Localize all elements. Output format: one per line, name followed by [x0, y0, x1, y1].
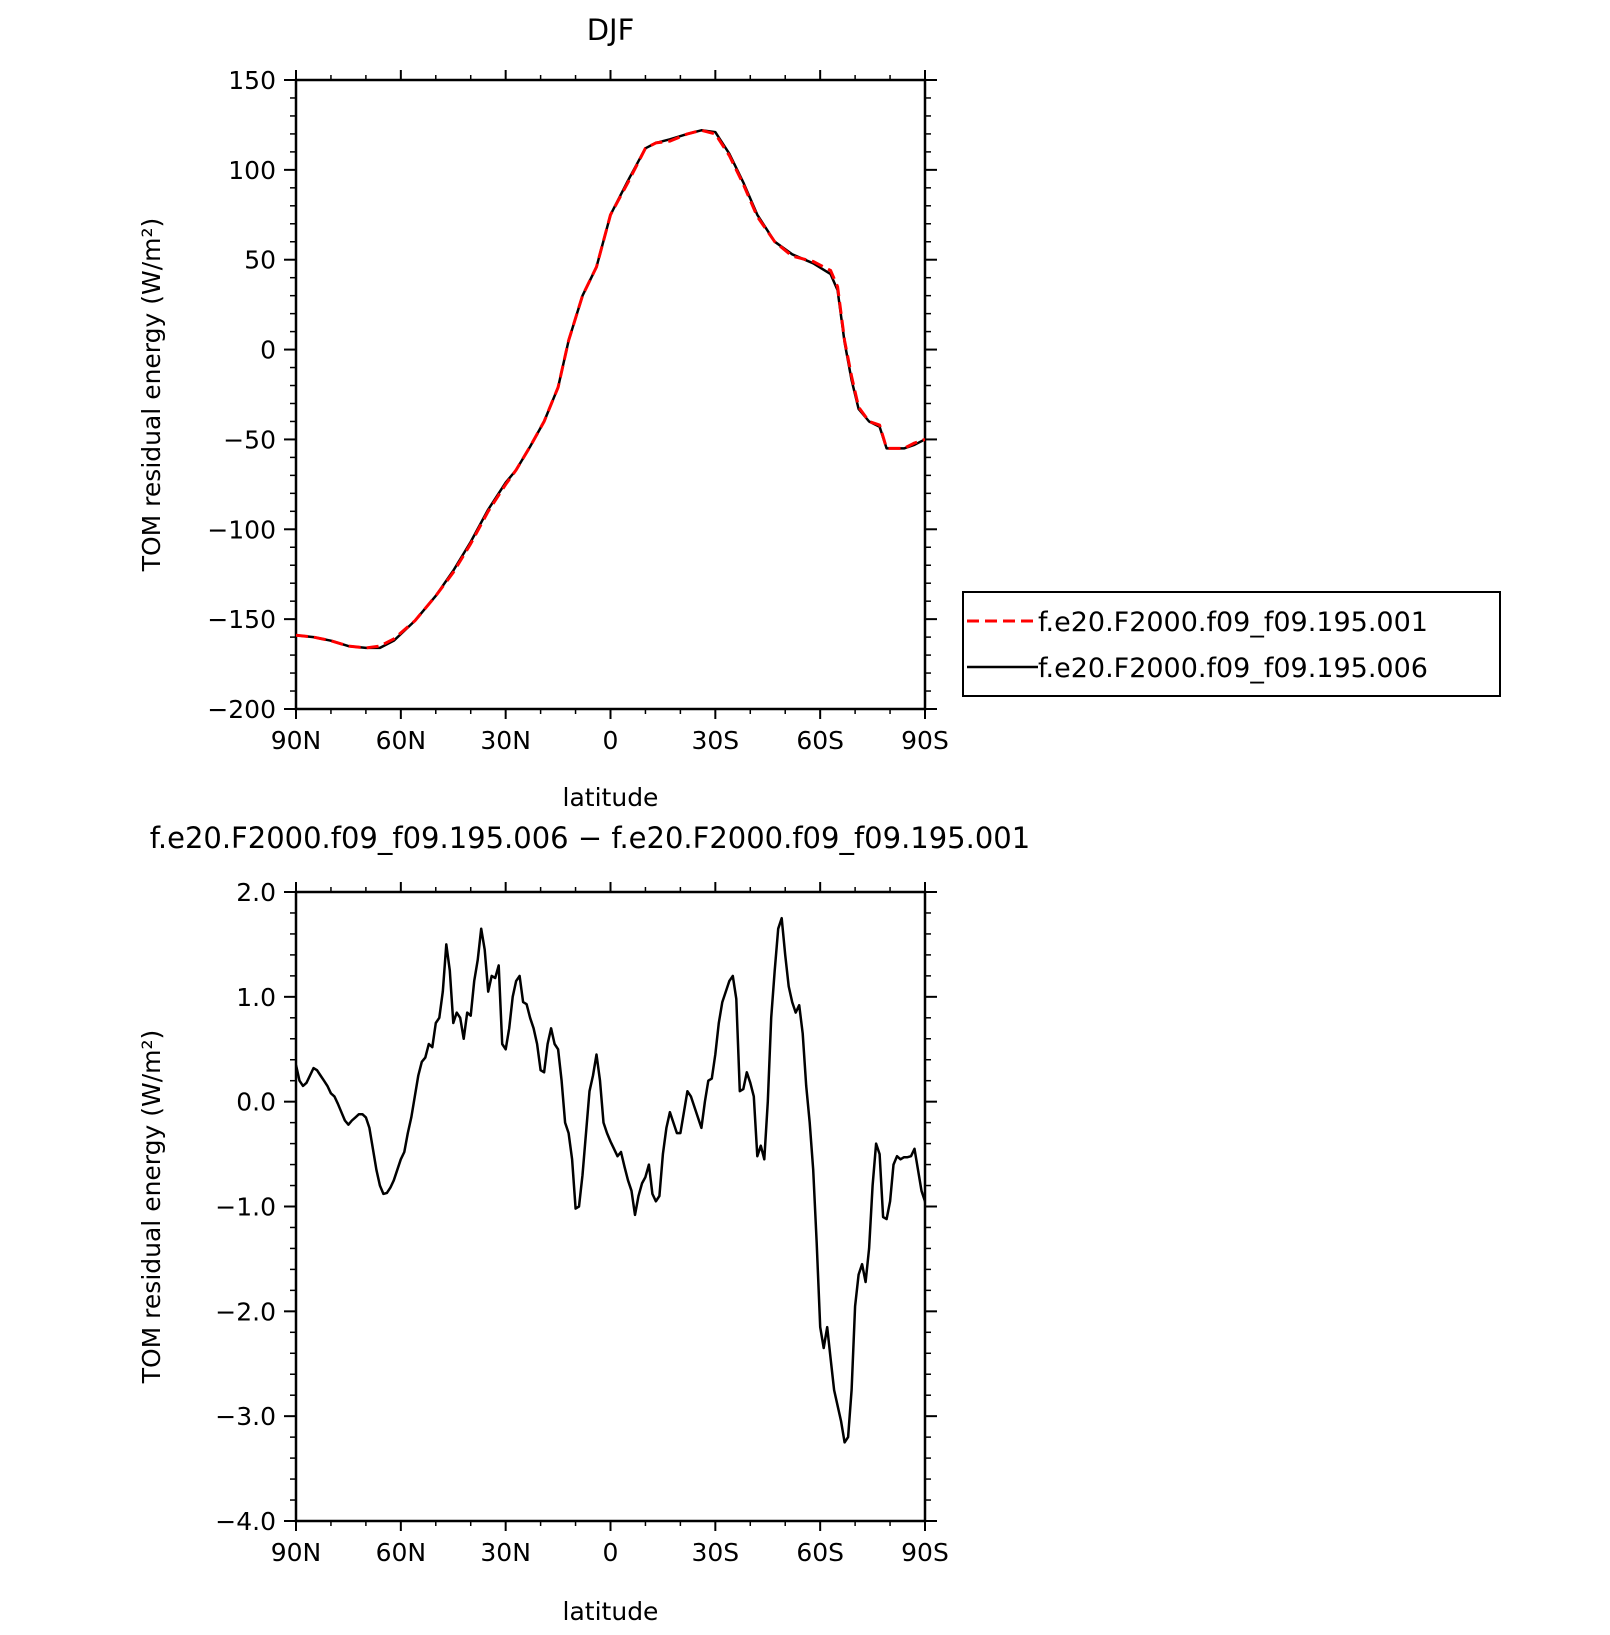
x-tick-label: 90N [271, 1538, 322, 1567]
y-tick-label: −3.0 [215, 1402, 276, 1431]
legend-box [962, 591, 1501, 697]
x-tick-label: 90S [901, 1538, 949, 1567]
y-tick-label: 100 [228, 156, 276, 185]
top-chart: 90N 60N 30N 0 30S 60S 90S 150 100 50 0 −50 −100 −150 −… [137, 13, 949, 812]
legend: f.e20.F2000.f09_f09.195.001 f.e20.F2000.f… [962, 591, 1501, 697]
y-tick-label: −100 [207, 515, 276, 544]
series-line-2 [296, 129, 925, 650]
x-tick-label: 90N [271, 726, 322, 755]
y-tick-label: −150 [207, 605, 276, 634]
x-tick-label: 30S [691, 1538, 739, 1567]
x-tick-label: 60N [376, 1538, 427, 1567]
y-tick-label: −50 [223, 425, 276, 454]
x-tick-label: 0 [603, 726, 619, 755]
y-tick-label: −4.0 [215, 1507, 276, 1536]
x-tick-label: 60N [376, 726, 427, 755]
y-tick-label: 2.0 [236, 878, 276, 907]
legend-label-1: f.e20.F2000.f09_f09.195.001 [1038, 607, 1428, 638]
y-tick-label: −2.0 [215, 1297, 276, 1326]
x-tick-label: 60S [796, 1538, 844, 1567]
series-line-1 [296, 128, 925, 650]
chart-title: DJF [587, 13, 635, 47]
x-axis-label: latitude [563, 783, 659, 812]
x-tick-label: 30N [480, 1538, 531, 1567]
y-tick-label: 0 [260, 336, 276, 365]
y-axis-label: TOM residual energy (W/m²) [137, 218, 166, 573]
y-tick-label: −200 [207, 695, 276, 724]
plot-frame [294, 890, 927, 1523]
x-tick-label: 60S [796, 726, 844, 755]
y-tick-label: −1.0 [215, 1193, 276, 1222]
chart-title: f.e20.F2000.f09_f09.195.006 − f.e20.F200… [150, 821, 1030, 855]
y-tick-label: 50 [244, 246, 276, 275]
x-tick-label: 0 [603, 1538, 619, 1567]
x-tick-label: 30S [691, 726, 739, 755]
bottom-chart: 90N 60N 30N 0 30S 60S 90S 2.0 1.0 0.0 −1.0 −2.0 −3.0… [137, 821, 1030, 1626]
plot-frame [294, 78, 927, 711]
y-tick-label: 150 [228, 66, 276, 95]
y-tick-label: 1.0 [236, 983, 276, 1012]
x-tick-label: 30N [480, 726, 531, 755]
y-tick-label: 0.0 [236, 1088, 276, 1117]
y-axis-label: TOM residual energy (W/m²) [137, 1030, 166, 1385]
x-tick-label: 90S [901, 726, 949, 755]
legend-label-2: f.e20.F2000.f09_f09.195.006 [1038, 653, 1428, 684]
x-axis-label: latitude [563, 1597, 659, 1626]
series-line-1 [296, 916, 925, 1444]
